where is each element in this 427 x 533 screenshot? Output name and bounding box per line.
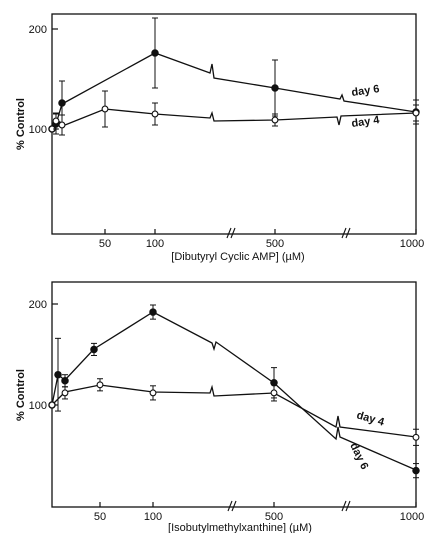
x-tick-label-bottom-50: 50 <box>94 511 106 523</box>
point-top-day4-3 <box>101 105 109 113</box>
y-axis-title-top: % Control <box>15 98 27 150</box>
x-tick-label-bottom-100: 100 <box>144 511 162 523</box>
point-bottom-day4-4 <box>270 389 278 397</box>
chart-bottom: 200 100 50 100 500 1000 % Control [Isobu… <box>15 281 424 533</box>
x-tick-label-bottom-1000: 1000 <box>400 511 424 523</box>
point-top-day4-1 <box>52 117 60 125</box>
point-bottom-day6-4 <box>149 308 157 316</box>
series-label-bottom-day6: day 6 <box>347 441 370 472</box>
series-label-bottom-day4: day 4 <box>355 409 386 429</box>
series-line-bottom-day4 <box>51 384 417 438</box>
point-bottom-day6-6 <box>412 466 420 475</box>
axis-break-bottom-1 <box>227 500 237 512</box>
x-tick-label-bottom-500: 500 <box>265 511 283 523</box>
point-top-day4-5 <box>271 116 279 124</box>
chart-top: 200 100 50 100 500 1000 % Control [Dibut… <box>15 13 424 263</box>
point-bottom-day4-0 <box>48 401 56 409</box>
x-axis-title-top: [Dibutyryl Cyclic AMP] (µM) <box>171 251 304 263</box>
point-bottom-day4-3 <box>149 389 157 397</box>
point-bottom-day6-1 <box>54 370 62 379</box>
point-bottom-day4-1 <box>61 389 69 397</box>
point-bottom-day6-2 <box>61 377 69 385</box>
axis-break-bottom-2 <box>341 500 351 512</box>
point-top-day4-4 <box>151 110 159 118</box>
y-tick-label-top-100: 100 <box>29 124 47 136</box>
point-top-day4-6 <box>412 109 420 117</box>
point-top-day6-2 <box>58 99 66 107</box>
point-top-day4-2 <box>58 121 66 129</box>
axis-break-top-1 <box>226 227 236 239</box>
y-tick-label-top-200: 200 <box>29 24 47 36</box>
series-label-top-day4: day 4 <box>351 114 381 130</box>
point-top-day6-4 <box>271 84 279 92</box>
y-axis-title-bottom: % Control <box>15 369 27 421</box>
series-line-top-day6 <box>51 52 417 130</box>
x-tick-label-top-500: 500 <box>266 238 284 250</box>
point-bottom-day4-2 <box>96 381 104 389</box>
y-tick-label-bottom-100: 100 <box>29 400 47 412</box>
y-tick-label-bottom-200: 200 <box>29 299 47 311</box>
x-axis-title-bottom: [Isobutylmethylxanthine] (µM) <box>168 522 312 533</box>
point-bottom-day4-5 <box>412 433 420 441</box>
point-bottom-day6-3 <box>90 345 98 354</box>
point-top-day6-3 <box>151 49 159 57</box>
x-tick-label-top-50: 50 <box>99 238 111 250</box>
axis-break-top-2 <box>341 227 351 239</box>
series-label-top-day6: day 6 <box>351 83 381 99</box>
marks-top <box>48 17 420 136</box>
x-tick-label-top-1000: 1000 <box>400 238 424 250</box>
x-tick-label-top-100: 100 <box>146 238 164 250</box>
marks-bottom <box>48 304 420 479</box>
